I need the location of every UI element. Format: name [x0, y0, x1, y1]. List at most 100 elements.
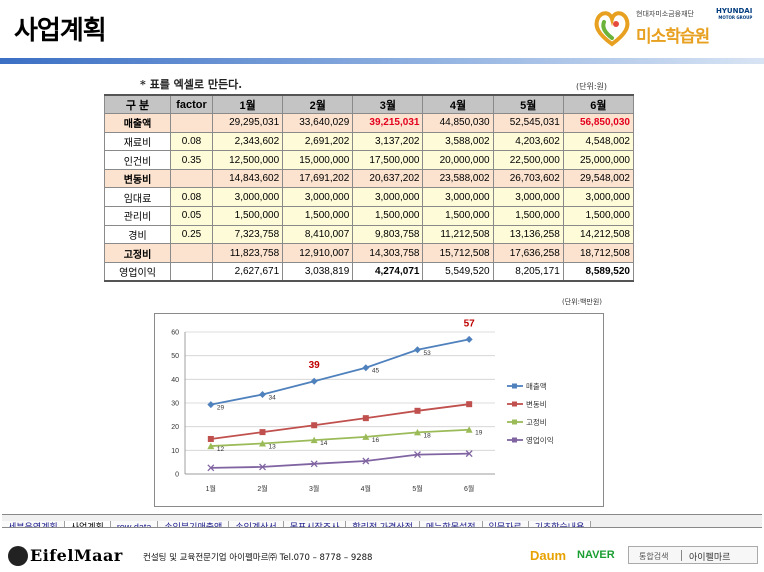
data-point — [465, 335, 473, 343]
data-point — [414, 407, 421, 414]
table-cell: 3,000,000 — [422, 187, 494, 208]
search-divider — [681, 550, 682, 561]
table-cell: 7,323,758 — [211, 224, 284, 245]
table-cell: 22,500,000 — [492, 150, 564, 170]
hyundai-logo-line2: MOTOR GROUP — [718, 15, 753, 20]
table-row-labor: 인건비 0.35 12,500,000 15,000,000 17,500,00… — [104, 150, 635, 170]
y-tick-label: 30 — [171, 401, 179, 408]
data-point — [414, 346, 421, 354]
excel-note: * 표를 엑셀로 만든다. — [140, 78, 243, 91]
row-label: 인건비 — [104, 150, 171, 170]
table-row-management: 관리비 0.05 1,500,000 1,500,000 1,500,000 1… — [104, 206, 635, 226]
row-factor: 0.08 — [170, 187, 213, 208]
table-cell: 3,000,000 — [352, 187, 424, 208]
data-label: 14 — [320, 440, 328, 447]
legend-label: 영업이익 — [526, 435, 554, 445]
row-factor — [170, 243, 213, 263]
sheet-tab[interactable]: 메뉴항목설정 — [419, 521, 483, 527]
table-cell: 14,843,602 — [211, 168, 284, 189]
row-label: 경비 — [104, 224, 171, 245]
table-cell: 2,343,602 — [211, 131, 284, 152]
sheet-tab[interactable]: 손익계산서 — [229, 521, 284, 527]
row-label: 매출액 — [104, 113, 171, 133]
sheet-tab[interactable]: 입문자료 — [482, 521, 529, 527]
data-label: 53 — [424, 350, 432, 357]
heart-logo-icon — [594, 11, 630, 47]
data-label: 19 — [475, 430, 483, 437]
header-divider — [0, 58, 764, 64]
table-row-variable-cost: 변동비 14,843,602 17,691,202 20,637,202 23,… — [104, 168, 635, 189]
daum-logo[interactable]: Daum — [530, 548, 567, 563]
data-point — [259, 439, 266, 447]
data-point — [362, 364, 370, 372]
col-header-month5: 5월 — [492, 94, 564, 115]
chart-unit-label: (단위:백만원) — [562, 298, 603, 306]
table-cell: 2,627,671 — [211, 261, 284, 282]
table-cell: 11,823,758 — [211, 243, 284, 263]
data-label: 12 — [217, 446, 225, 453]
chart-annotation: 39 — [309, 360, 321, 371]
y-tick-label: 50 — [171, 353, 179, 360]
sheet-tab[interactable]: 기초학습내용 — [528, 521, 592, 527]
table-cell: 44,850,030 — [422, 113, 494, 133]
data-point — [465, 450, 473, 458]
company-contact: 컨설팅 및 교육전문기업 아이펠마르㈜ Tel.070 – 8778 – 928… — [143, 553, 373, 563]
row-factor — [170, 261, 213, 282]
row-factor: 0.25 — [170, 224, 213, 245]
table-cell: 18,712,508 — [562, 243, 635, 263]
series-line — [210, 428, 470, 447]
table-cell: 3,000,000 — [282, 187, 354, 208]
data-label: 18 — [424, 432, 432, 439]
table-cell: 15,000,000 — [282, 150, 354, 170]
data-point — [310, 460, 318, 468]
sheet-tab[interactable]: row data — [110, 521, 159, 527]
sheet-tab[interactable]: 목표시장조사 — [283, 521, 347, 527]
data-point — [466, 401, 473, 408]
table-cell: 29,548,002 — [562, 168, 635, 189]
series-line — [210, 452, 470, 469]
table-cell: 25,000,000 — [562, 150, 635, 170]
naver-logo[interactable]: NAVER — [577, 549, 615, 561]
series-line — [210, 403, 470, 440]
row-label: 고정비 — [104, 243, 171, 263]
sheet-tab[interactable]: 사업계획 — [64, 521, 111, 527]
company-brand: EifelMaar — [30, 546, 123, 565]
x-tick-label: 5월 — [412, 484, 422, 493]
table-cell: 1,500,000 — [562, 206, 635, 226]
table-cell: 1,500,000 — [211, 206, 284, 226]
row-factor — [170, 113, 213, 133]
y-tick-label: 0 — [175, 472, 179, 479]
sheet-tab[interactable]: 손익분기매출액 — [158, 521, 230, 527]
table-cell: 20,000,000 — [422, 150, 494, 170]
data-point — [414, 451, 421, 459]
legend-marker — [512, 419, 517, 425]
table-cell-highlight: 56,850,030 — [562, 113, 635, 133]
portal-search-box[interactable]: 통합검색 아이펠마르 — [628, 546, 758, 564]
table-cell: 17,691,202 — [282, 168, 354, 189]
sheet-tab[interactable]: 세부운영계획 — [2, 521, 65, 527]
table-cell: 1,500,000 — [352, 206, 424, 226]
line-chart: 0 10 20 30 40 50 60 1월 2월 3월 4월 5월 6월 29 34 45 53 매출액 변동비 1… — [154, 313, 604, 507]
table-cell: 26,703,602 — [492, 168, 564, 189]
search-input[interactable]: 아이펠마르 — [689, 553, 731, 563]
table-cell: 2,691,202 — [282, 131, 354, 152]
data-label: 34 — [269, 394, 277, 401]
table-cell: 5,549,520 — [422, 261, 494, 282]
col-header-factor: factor — [170, 94, 213, 115]
sheet-tab[interactable]: 합리적 가격산정 — [346, 521, 420, 527]
table-cell: 3,137,202 — [352, 131, 424, 152]
table-cell: 1,500,000 — [282, 206, 354, 226]
col-header-month3: 3월 — [352, 94, 424, 115]
data-point — [259, 390, 266, 398]
table-row-operating-profit: 영업이익 2,627,671 3,038,819 4,274,071 5,549… — [104, 261, 635, 282]
col-header-month4: 4월 — [422, 94, 494, 115]
table-cell: 8,205,171 — [492, 261, 564, 282]
data-point — [362, 457, 370, 465]
legend-marker — [512, 401, 517, 407]
table-cell: 20,637,202 — [352, 168, 424, 189]
row-factor: 0.05 — [170, 206, 213, 226]
table-unit-label: (단위:원) — [576, 82, 608, 91]
eifelmaar-logo-icon — [8, 546, 28, 566]
x-tick-label: 3월 — [309, 484, 319, 493]
